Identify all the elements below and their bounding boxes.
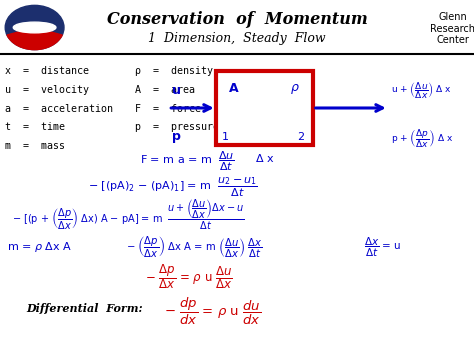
Text: $\dfrac{\Delta x}{\Delta t}$ = u: $\dfrac{\Delta x}{\Delta t}$ = u [364,235,401,259]
Text: 1: 1 [221,132,228,142]
Text: A  =  area: A = area [135,85,195,95]
Ellipse shape [13,22,56,33]
Text: p + $\left(\dfrac{\Delta p}{\Delta x}\right)$ $\Delta$ x: p + $\left(\dfrac{\Delta p}{\Delta x}\ri… [391,127,453,150]
Text: A: A [229,82,238,95]
Text: $\rho$: $\rho$ [290,81,300,96]
Text: t  =  time: t = time [5,122,65,132]
Text: $-$ [(pA)$_2$ $-$ (pA)$_1$] = m  $\dfrac{u_2 - u_1}{\Delta t}$: $-$ [(pA)$_2$ $-$ (pA)$_1$] = m $\dfrac{… [88,175,257,199]
Text: $\Delta$ x: $\Delta$ x [255,152,274,164]
Text: Differential  Form:: Differential Form: [26,303,143,314]
Text: m  =  mass: m = mass [5,141,65,151]
Text: 2: 2 [297,132,304,142]
Wedge shape [7,27,62,50]
Text: $-$ $\left(\dfrac{\Delta p}{\Delta x}\right)$ $\Delta$x A = m $\left(\dfrac{\Del: $-$ $\left(\dfrac{\Delta p}{\Delta x}\ri… [126,235,263,260]
Text: $-$ $\dfrac{\Delta p}{\Delta x}$ = $\rho$ u $\dfrac{\Delta u}{\Delta x}$: $-$ $\dfrac{\Delta p}{\Delta x}$ = $\rho… [145,262,232,291]
Text: $-$ [(p + $\left(\dfrac{\Delta p}{\Delta x}\right)$ $\Delta$x) A $-$ pA] = m  $\: $-$ [(p + $\left(\dfrac{\Delta p}{\Delta… [12,198,244,232]
Text: m = $\rho$ $\Delta$x A: m = $\rho$ $\Delta$x A [7,240,72,254]
Bar [216,71,313,145]
Text: NASA: NASA [23,23,46,32]
Text: u: u [172,84,181,97]
Text: a  =  acceleration: a = acceleration [5,104,113,114]
Text: x  =  distance: x = distance [5,66,89,76]
Bar [0,0,474,54]
Circle shape [5,5,64,50]
Text: $-$ $\dfrac{dp}{dx}$ = $\rho$ u $\dfrac{du}{dx}$: $-$ $\dfrac{dp}{dx}$ = $\rho$ u $\dfrac{… [164,296,261,327]
Text: Conservation  of  Momentum: Conservation of Momentum [107,11,367,29]
Text: 1  Dimension,  Steady  Flow: 1 Dimension, Steady Flow [148,32,326,45]
Text: ρ  =  density: ρ = density [135,66,213,76]
Text: u + $\left(\dfrac{\Delta u}{\Delta x}\right)$ $\Delta$ x: u + $\left(\dfrac{\Delta u}{\Delta x}\ri… [391,80,452,101]
Text: p: p [172,130,181,143]
Text: F  =  force: F = force [135,104,201,114]
Text: Glenn
Research
Center: Glenn Research Center [430,12,474,45]
Text: F = m a = m  $\dfrac{\Delta u}{\Delta t}$: F = m a = m $\dfrac{\Delta u}{\Delta t}$ [140,150,235,173]
Text: u  =  velocity: u = velocity [5,85,89,95]
Text: p  =  pressure: p = pressure [135,122,219,132]
